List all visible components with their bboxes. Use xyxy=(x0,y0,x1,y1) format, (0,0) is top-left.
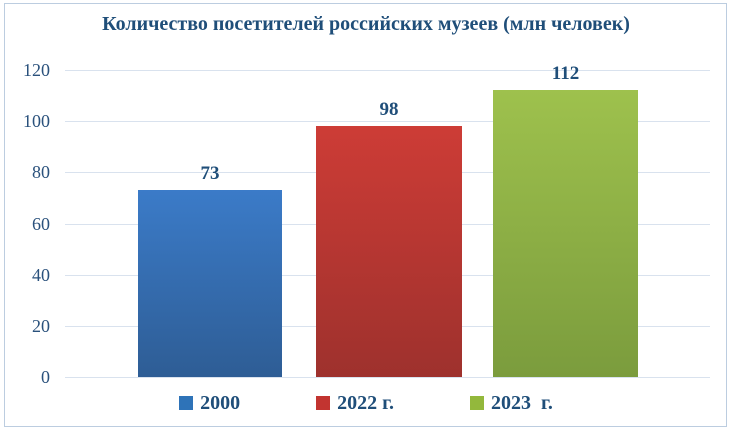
legend-label: 2022 г. xyxy=(337,392,394,414)
legend-label: 2000 xyxy=(200,392,241,414)
legend-label: 2023 г. xyxy=(491,392,553,414)
legend-item-2023-г.: 2023 г. xyxy=(470,392,553,414)
chart-title: Количество посетителей российских музеев… xyxy=(102,13,630,35)
gridline xyxy=(65,121,710,123)
gridline xyxy=(65,70,710,71)
y-axis-tick-label: 0 xyxy=(41,367,50,387)
legend-item-2022-г.: 2022 г. xyxy=(316,392,394,414)
y-axis-tick-label: 40 xyxy=(32,264,50,285)
y-axis-tick-label: 60 xyxy=(32,213,50,234)
bar-2022-г. xyxy=(316,126,462,377)
bar-value-label: 98 xyxy=(379,99,399,121)
y-axis-tick-label: 100 xyxy=(23,111,50,132)
legend-swatch-icon xyxy=(316,396,331,410)
bar-value-label: 73 xyxy=(200,163,220,185)
y-axis-tick-label: 80 xyxy=(32,162,50,183)
y-axis-tick-label: 120 xyxy=(23,60,50,80)
legend-swatch-icon xyxy=(179,396,194,410)
bar-value-label: 112 xyxy=(551,63,580,85)
legend: 2000 2022 г. 2023 г. xyxy=(0,389,732,417)
legend-swatch-icon xyxy=(470,396,484,410)
y-axis-tick-label: 20 xyxy=(32,315,50,336)
bar-2000 xyxy=(138,190,282,377)
legend-item-2000: 2000 xyxy=(179,392,240,414)
gridline xyxy=(65,377,710,378)
bar-2023-г. xyxy=(493,90,638,377)
